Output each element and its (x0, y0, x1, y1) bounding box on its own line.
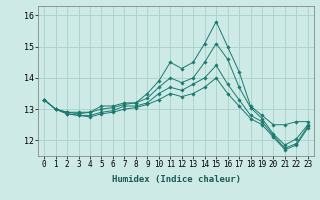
X-axis label: Humidex (Indice chaleur): Humidex (Indice chaleur) (111, 175, 241, 184)
